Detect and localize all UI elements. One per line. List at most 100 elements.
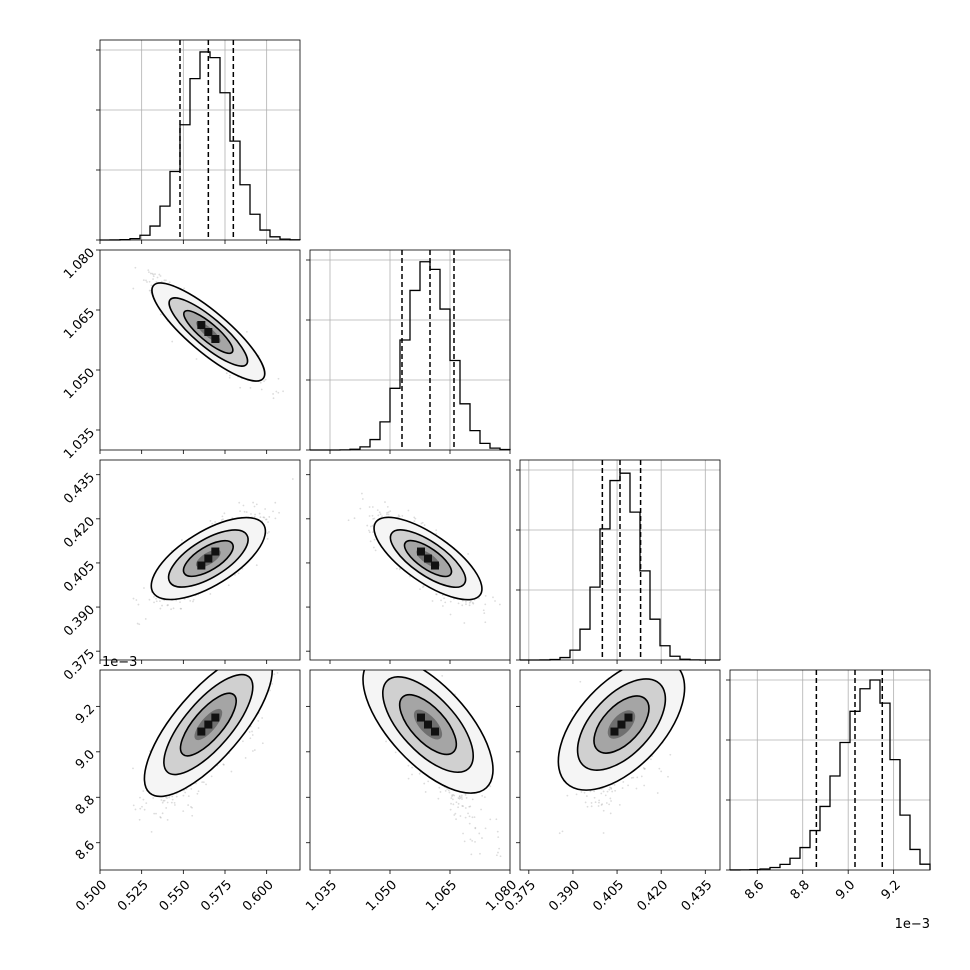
scatter-point — [153, 595, 155, 598]
panel-content — [132, 478, 294, 626]
scatter-point — [401, 515, 404, 517]
scatter-point — [151, 272, 154, 275]
scatter-point — [170, 801, 173, 804]
scatter-point — [259, 381, 262, 384]
scatter-point — [484, 603, 487, 606]
scatter-point — [132, 287, 135, 290]
scatter-point — [369, 540, 372, 543]
scatter-point — [397, 514, 400, 517]
scatter-point — [180, 607, 183, 610]
scatter-point — [153, 601, 155, 604]
scatter-point — [138, 623, 141, 626]
scatter-point — [138, 818, 141, 821]
scatter-point — [494, 600, 496, 602]
scatter-point — [224, 653, 226, 655]
scatter-point — [246, 330, 248, 333]
scatter-point — [372, 517, 374, 520]
scatter-point — [469, 600, 472, 603]
scatter-point — [192, 600, 194, 603]
scatter-point — [152, 275, 155, 278]
scatter-panel-2-1 — [306, 459, 511, 664]
scatter-point — [440, 599, 442, 602]
scatter-point — [225, 372, 228, 375]
scatter-point — [266, 537, 269, 540]
scatter-point — [373, 538, 376, 541]
scatter-point — [277, 391, 280, 394]
scatter-point — [369, 525, 372, 528]
scatter-point — [251, 734, 254, 736]
scatter-point — [413, 520, 416, 523]
scatter-point — [431, 600, 434, 602]
scatter-point — [159, 816, 162, 819]
peak-cell — [197, 561, 206, 570]
scatter-point — [154, 273, 156, 275]
scatter-point — [211, 522, 214, 525]
scatter-point — [398, 568, 401, 571]
scatter-point — [492, 596, 494, 599]
scatter-point — [435, 529, 438, 532]
histogram-step-line — [99, 51, 301, 241]
scatter-point — [360, 492, 363, 495]
scatter-point — [483, 612, 486, 615]
scatter-point — [234, 656, 236, 658]
scatter-point — [144, 618, 147, 620]
scatter-point — [373, 517, 376, 520]
scatter-point — [184, 791, 187, 794]
scatter-point — [376, 509, 379, 512]
scatter-point — [386, 511, 389, 514]
scatter-point — [258, 662, 260, 664]
scatter-point — [156, 276, 159, 279]
scatter-point — [251, 730, 253, 733]
scatter-point — [180, 539, 183, 541]
scatter-point — [229, 374, 231, 377]
scatter-point — [222, 763, 225, 766]
scatter-point — [478, 597, 480, 600]
scatter-point — [260, 388, 263, 391]
scatter-point — [171, 795, 174, 798]
scatter-point — [371, 514, 374, 517]
scatter-point — [263, 380, 265, 383]
scatter-point — [239, 642, 241, 644]
scatter-point — [419, 588, 421, 591]
scatter-point — [195, 358, 198, 360]
axes-frame — [309, 249, 511, 451]
scatter-point — [413, 516, 416, 519]
scatter-point — [209, 593, 212, 595]
axes-frame — [309, 459, 511, 661]
scatter-point — [244, 757, 247, 759]
peak-cell — [204, 328, 213, 336]
scatter-point — [372, 546, 375, 549]
scatter-point — [435, 593, 437, 596]
scatter-point — [139, 796, 141, 799]
scatter-point — [245, 511, 248, 513]
scatter-point — [226, 662, 228, 664]
scatter-point — [254, 513, 256, 516]
scatter-point — [251, 750, 254, 752]
scatter-point — [234, 574, 236, 576]
scatter-point — [443, 597, 445, 600]
scatter-point — [158, 273, 161, 276]
scatter-point — [150, 830, 153, 833]
scatter-point — [265, 518, 268, 521]
scatter-point — [368, 531, 371, 534]
scatter-point — [368, 529, 370, 532]
scatter-point — [249, 737, 252, 740]
scatter-point — [374, 549, 377, 552]
peak-cell — [424, 554, 432, 563]
axes-frame — [729, 669, 931, 871]
scatter-point — [239, 386, 242, 389]
scatter-point — [381, 515, 383, 518]
scatter-point — [159, 607, 162, 610]
scatter-point — [161, 801, 164, 804]
peak-cell — [211, 335, 220, 343]
scatter-point — [145, 802, 148, 805]
scatter-point — [239, 510, 241, 513]
scatter-point — [152, 278, 154, 280]
peak-cell — [431, 561, 439, 570]
scatter-point — [224, 636, 226, 638]
scatter-point — [183, 287, 186, 290]
scatter-point — [146, 281, 148, 283]
scatter-point — [461, 604, 464, 607]
peak-cell — [204, 554, 213, 563]
scatter-point — [223, 512, 226, 515]
